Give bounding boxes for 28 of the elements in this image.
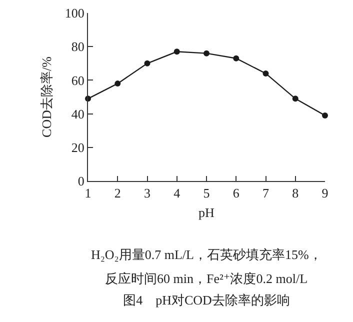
y-tick-label: 20: [71, 140, 84, 155]
x-tick-label: 5: [203, 186, 210, 201]
point: [204, 50, 210, 56]
y-tick-label: 100: [64, 6, 84, 21]
x-tick-label: 7: [262, 186, 270, 201]
text: 反应时间60 min，Fe²⁺浓度0.2 mol/L: [105, 271, 308, 286]
text: 图4 pH对COD去除率的影响: [123, 292, 290, 308]
y-tick-label: 0: [78, 174, 84, 189]
y-tick-label: 40: [71, 106, 84, 122]
point: [292, 96, 298, 102]
x-tick-label: 2: [114, 186, 121, 201]
x-tick-label: 8: [292, 186, 299, 201]
y-tick-label: 60: [71, 72, 84, 88]
x-tick-label: 4: [174, 186, 181, 201]
point: [322, 112, 328, 118]
x-tick-label: 6: [232, 186, 240, 201]
x-tick-label: 9: [322, 186, 328, 201]
point: [262, 70, 269, 76]
x-axis-title: pH: [198, 205, 214, 220]
x-tick-label: 3: [144, 186, 150, 201]
text: H₂O₂用量0.7 mL/L，石英砂填充率15%，: [91, 247, 322, 262]
x-tick-label: 1: [84, 186, 92, 201]
point: [144, 60, 150, 66]
point: [114, 80, 121, 87]
point: [174, 48, 180, 55]
y-tick-label: 80: [71, 39, 84, 54]
y-axis-title: COD去除率/%: [38, 56, 54, 138]
point: [233, 55, 240, 62]
